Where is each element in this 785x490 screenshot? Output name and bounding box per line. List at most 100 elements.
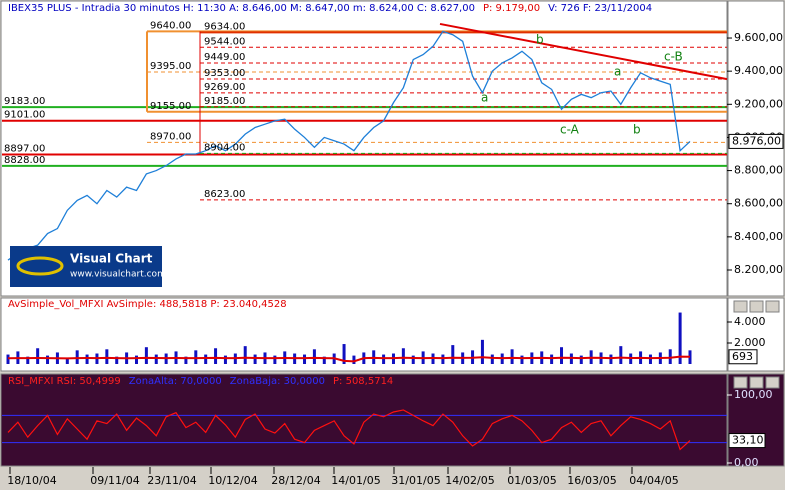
x-tick-label: 31/01/05 (391, 474, 440, 487)
volume-bar (134, 355, 138, 364)
button[interactable] (733, 300, 748, 313)
logo-url: www.visualchart.com (70, 270, 166, 280)
rsi-title-part: RSI_MFXI RSI: 50,4999 (8, 376, 121, 387)
volume-bar (609, 354, 613, 364)
volume-title: AvSimple_Vol_MFXI AvSimple: 488,5818 P: … (8, 299, 287, 310)
last-label: 693 (732, 350, 753, 363)
logo: Visual Chart www.visualchart.com (10, 246, 166, 287)
level-label: 8904.00 (204, 142, 245, 153)
last-box (728, 133, 784, 149)
y-tick-label: 8.200,00 (734, 263, 783, 276)
volume-bar (312, 349, 316, 364)
y-tick-label: 9.600,00 (734, 31, 783, 44)
rsi-title-part: ZonaAlta: 70,0000 (129, 376, 222, 387)
y-tick-label: 8.600,00 (734, 197, 783, 210)
volume-bar (550, 354, 554, 364)
volume-bar (352, 355, 356, 364)
volume-bar (619, 346, 623, 364)
level-label: 9353.00 (204, 68, 245, 79)
last-box (728, 349, 758, 365)
volume-bar (688, 350, 692, 364)
y-tick-label: 4.000 (734, 315, 766, 328)
button[interactable] (733, 376, 748, 389)
volume-bar (105, 349, 109, 364)
level-label: 8623.00 (204, 189, 245, 200)
trendline (439, 22, 728, 81)
level-label: 8897.00 (4, 144, 45, 155)
volume-bar (253, 354, 257, 364)
x-tick-label: 10/12/04 (208, 474, 257, 487)
volume-bar (342, 344, 346, 364)
volume-bar (668, 349, 672, 364)
level-label: 9449.00 (204, 52, 245, 63)
header-part: IBEX35 PLUS - Intradia 30 minutos H: 11:… (8, 3, 475, 14)
logo-box (10, 246, 162, 287)
y-tick-label: 0,00 (734, 456, 759, 469)
rsi-title-part: P: 508,5714 (333, 376, 393, 387)
level-label: 9101.00 (4, 110, 45, 121)
volume-bar (303, 354, 307, 364)
volume-bar (6, 354, 10, 364)
volume-bar (560, 347, 564, 364)
level-label: 9183.00 (4, 96, 45, 107)
volume-bar (65, 357, 69, 364)
y-tick-label: 8.400,00 (734, 230, 783, 243)
wave-label: a (614, 65, 621, 79)
last-label: 8.976,00 (732, 134, 781, 147)
x-tick-label: 09/11/04 (90, 474, 139, 487)
level-label: 8970.00 (150, 131, 191, 142)
x-tick-label: 01/03/05 (507, 474, 556, 487)
button[interactable] (749, 300, 764, 313)
volume-bar (648, 354, 652, 364)
volume-bar (214, 348, 218, 364)
volume-bar (36, 348, 40, 364)
level-label: 9634.00 (204, 21, 245, 32)
level-label: 9155.00 (150, 101, 191, 112)
volume-bar (204, 354, 208, 364)
volume-bar (184, 356, 188, 364)
logo-icon (16, 256, 64, 276)
volume-bar (510, 349, 514, 364)
level-label: 9269.00 (204, 82, 245, 93)
x-tick-label: 14/01/05 (331, 474, 380, 487)
volume-bar (411, 355, 415, 364)
logo-title: Visual Chart (70, 252, 153, 266)
volume-bar (243, 346, 247, 364)
volume-bar (144, 347, 148, 364)
volume-bar (678, 312, 682, 364)
volume-average (7, 355, 691, 363)
wave-label: b (633, 123, 641, 137)
button[interactable] (765, 376, 780, 389)
volume-bar (451, 345, 455, 364)
volume-bar (490, 354, 494, 364)
button[interactable] (765, 300, 780, 313)
y-tick-label: 8.800,00 (734, 164, 783, 177)
header-part: V: 726 F: 23/11/2004 (548, 3, 652, 14)
window-buttons (733, 300, 780, 389)
volume-bar (85, 354, 89, 364)
x-tick-label: 16/03/05 (567, 474, 616, 487)
volume-bar (480, 339, 484, 364)
y-tick-label: 9.200,00 (734, 97, 783, 110)
y-tick-label: 100,00 (734, 388, 773, 401)
wave-label: c-A (560, 123, 580, 137)
level-label: 8828.00 (4, 155, 45, 166)
volume-bar (382, 354, 386, 364)
header-part: P: 9.179,00 (483, 3, 540, 14)
volume-bar (401, 348, 405, 364)
volume-bar (154, 354, 158, 364)
wave-label: b (536, 33, 544, 47)
x-tick-label: 04/04/05 (629, 474, 678, 487)
level-label: 9640.00 (150, 20, 191, 31)
x-tick-label: 14/02/05 (445, 474, 494, 487)
level-label: 9544.00 (204, 36, 245, 47)
button[interactable] (749, 376, 764, 389)
level-label: 9185.00 (204, 96, 245, 107)
rsi-pane (0, 373, 728, 467)
volume-bar (520, 355, 524, 364)
rsi-axis (727, 373, 785, 467)
level-label: 9395.00 (150, 61, 191, 72)
y-tick-label: 2.000 (734, 336, 766, 349)
